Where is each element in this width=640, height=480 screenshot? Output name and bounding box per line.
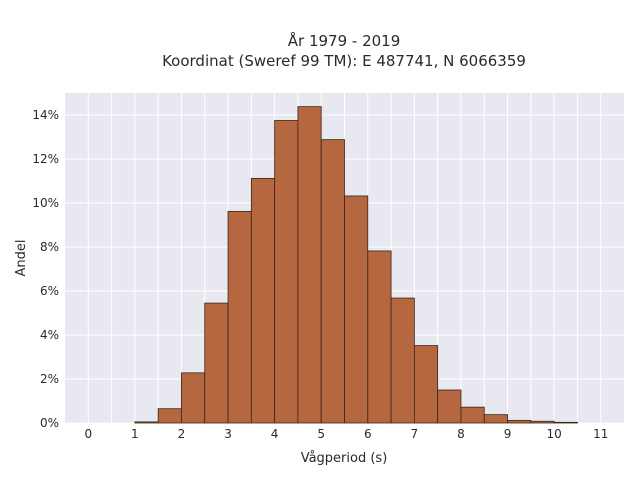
histogram-bar — [297, 106, 322, 424]
histogram-bar — [483, 414, 508, 424]
x-tick-label: 3 — [224, 427, 232, 441]
y-tick-label: 12% — [32, 152, 59, 166]
histogram-bar — [437, 389, 462, 424]
chart-title-line-1: År 1979 - 2019 — [288, 31, 401, 50]
histogram-bar — [530, 420, 555, 424]
histogram-bar — [250, 177, 276, 424]
y-tick-label: 0% — [40, 416, 59, 430]
y-axis-label: Andel — [14, 240, 29, 277]
bars — [134, 106, 578, 424]
x-tick-label: 4 — [271, 427, 279, 441]
histogram-bar — [507, 419, 532, 424]
x-tick-label: 5 — [317, 427, 325, 441]
histogram-bar — [204, 302, 229, 424]
x-axis-label: Vågperiod (s) — [301, 451, 388, 466]
y-tick-label: 6% — [40, 284, 59, 298]
x-tick-label: 7 — [411, 427, 419, 441]
histogram-bar — [274, 120, 299, 424]
x-tick-label: 2 — [178, 427, 186, 441]
histogram-bar — [413, 345, 439, 424]
chart-title-line-2: Koordinat (Sweref 99 TM): E 487741, N 60… — [162, 52, 526, 70]
histogram-bar — [320, 139, 345, 424]
x-tick-label: 6 — [364, 427, 372, 441]
histogram-bar — [367, 250, 392, 424]
y-tick-label: 14% — [32, 108, 59, 122]
histogram-bar — [181, 372, 206, 424]
y-tick-labels: 0% 2% 4% 6% 8% 10% 12% 14% — [32, 108, 59, 430]
histogram-bar — [157, 408, 182, 424]
histogram-bar — [460, 406, 485, 424]
histogram-bar — [390, 297, 415, 424]
x-tick-label: 0 — [84, 427, 92, 441]
x-tick-labels: 0 1 2 3 4 5 6 7 8 9 10 11 — [84, 427, 608, 441]
y-tick-label: 2% — [40, 372, 59, 386]
y-tick-label: 10% — [32, 196, 59, 210]
histogram-bar — [227, 210, 252, 424]
y-tick-label: 4% — [40, 328, 59, 342]
x-tick-label: 10 — [546, 427, 561, 441]
histogram-bar — [134, 421, 159, 424]
x-tick-label: 11 — [593, 427, 608, 441]
histogram-bar — [553, 421, 578, 424]
histogram-bar — [344, 195, 369, 424]
x-tick-label: 8 — [457, 427, 465, 441]
x-tick-label: 9 — [504, 427, 512, 441]
x-tick-label: 1 — [131, 427, 139, 441]
y-tick-label: 8% — [40, 240, 59, 254]
